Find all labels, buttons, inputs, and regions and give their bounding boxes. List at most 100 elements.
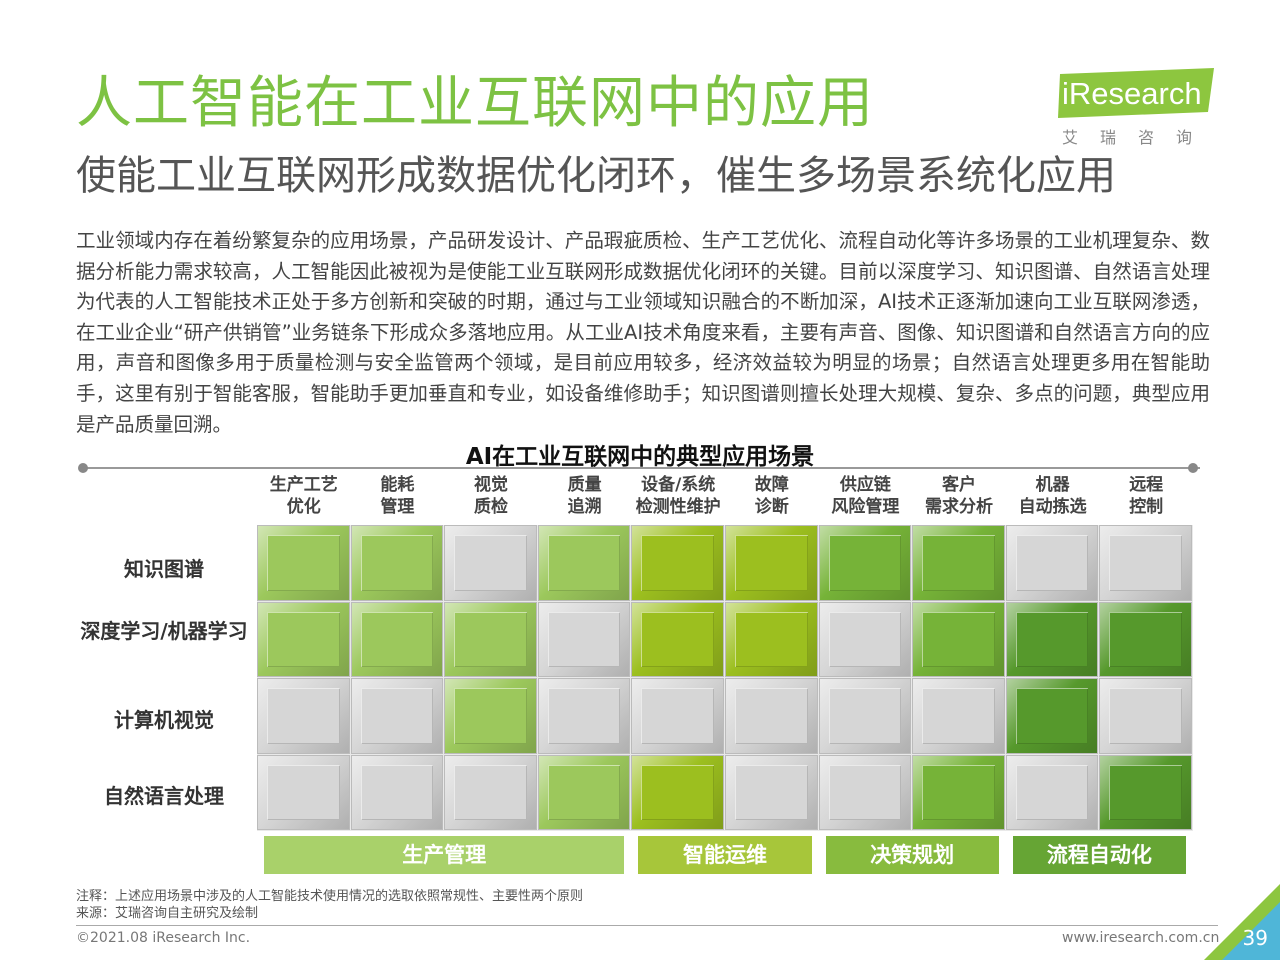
column-header-line: 视觉 [474,475,508,495]
matrix-cell-face [1015,764,1089,820]
column-header: 视觉 质检 [445,474,537,518]
column-header-line: 检测性维护 [635,497,721,517]
column-header: 能耗 管理 [351,474,443,518]
source-line: 来源：艾瑞咨询自主研究及绘制 [76,906,259,921]
column-header: 供应链 风险管理 [819,474,911,518]
column-header-line: 质量 [567,475,602,495]
matrix-cell-face [1015,611,1089,667]
matrix-cell [1099,754,1192,830]
matrix-cell [537,678,631,754]
matrix-cell-face [547,688,621,744]
page-title: 人工智能在工业互联网中的应用 [76,71,874,136]
category-bar: 生产管理 [264,836,625,874]
matrix-cell [818,525,912,601]
matrix-cell [1099,525,1192,601]
notes: 注释：上述应用场景中涉及的人工智能技术使用情况的选取依照常规性、主要性两个原则 … [76,888,583,922]
column-header-line: 管理 [380,497,415,517]
matrix-cell [444,678,537,754]
matrix-cell-face [641,688,714,744]
matrix-cell [725,525,818,601]
matrix-cell-face [641,764,714,820]
matrix-cell-face [828,688,902,744]
matrix-cell-face [360,764,434,820]
matrix-cell [1005,678,1099,754]
category-bar: 流程自动化 [1012,836,1186,874]
column-header-line: 客户 [942,475,976,495]
matrix-cell-face [922,764,995,820]
matrix-cell [1005,525,1099,601]
matrix-cell [537,754,631,830]
matrix-cell-face [735,688,808,744]
matrix-cell-face [267,764,340,820]
matrix-cell-face [735,764,808,820]
matrix-cell-face [547,535,621,591]
page-subtitle: 使能工业互联网形成数据优化闭环，催生多场景系统化应用 [76,153,1116,199]
matrix-cell [444,601,537,677]
column-header-line: 控制 [1129,497,1164,517]
matrix-cell-face [547,764,621,820]
page-corner-icon [1204,884,1280,960]
footer-rule [76,925,1218,926]
column-header-line: 诊断 [754,497,789,517]
matrix-cell-face [828,611,902,667]
column-header-line: 生产工艺 [269,475,338,495]
matrix-cell [725,678,818,754]
column-header-line: 追溯 [567,497,602,517]
matrix-cell-face [360,535,434,591]
matrix-cell-face [735,611,808,667]
column-header-line: 供应链 [839,475,891,495]
matrix-cell-face [267,688,340,744]
row-label: 自然语言处理 [104,784,224,808]
rule-left-dot-icon [78,463,88,473]
note-line: 注释：上述应用场景中涉及的人工智能技术使用情况的选取依照常规性、主要性两个原则 [76,889,584,904]
matrix-cell [818,601,912,677]
matrix-cell [350,601,444,677]
matrix-cell [631,601,724,677]
column-header-line: 设备/系统 [641,475,716,495]
matrix-cell-face [1109,611,1182,667]
matrix-cell [631,754,724,830]
matrix-cell-face [828,535,902,591]
matrix-cell-face [1015,688,1089,744]
matrix-cell-face [1109,764,1182,820]
column-header-line: 优化 [286,497,321,517]
matrix-cell-face [1109,535,1182,591]
matrix-cell [725,754,818,830]
matrix-cell-face [1109,688,1182,744]
matrix-cell-face [641,611,714,667]
logo-text: iResearch [1062,76,1202,111]
application-matrix [257,525,1193,831]
matrix-cell-face [360,611,434,667]
chart-title-rule [80,467,1200,469]
matrix-cell [912,525,1005,601]
matrix-cell [912,601,1005,677]
matrix-cell [631,678,724,754]
matrix-cell [1099,601,1192,677]
column-header-line: 自动拣选 [1018,497,1087,517]
column-header-line: 机器 [1035,475,1070,495]
matrix-cell [537,601,631,677]
matrix-cell-face [828,764,902,820]
row-label: 深度学习/机器学习 [80,619,248,643]
matrix-cell [818,754,912,830]
matrix-cell-face [547,611,621,667]
matrix-cell-face [454,688,527,744]
matrix-cell [1005,601,1099,677]
column-header: 生产工艺 优化 [258,474,350,518]
iresearch-logo: iResearch 艾瑞咨询 [1058,68,1218,148]
column-header-line: 需求分析 [925,497,993,517]
logo-subtext: 艾瑞咨询 [1062,128,1215,147]
matrix-cell [350,754,444,830]
page-number: 39 [1242,926,1268,950]
rule-right-dot-icon [1188,463,1198,473]
matrix-cell-face [454,764,527,820]
matrix-cell [725,601,818,677]
matrix-cell [444,525,537,601]
matrix-cell [631,525,724,601]
chart-title: AI在工业互联网中的典型应用场景 [465,444,815,470]
column-header: 质量 追溯 [539,474,631,518]
matrix-cell [444,754,537,830]
matrix-cell [257,754,350,830]
row-label: 计算机视觉 [114,708,214,732]
category-bar: 决策规划 [825,836,999,874]
